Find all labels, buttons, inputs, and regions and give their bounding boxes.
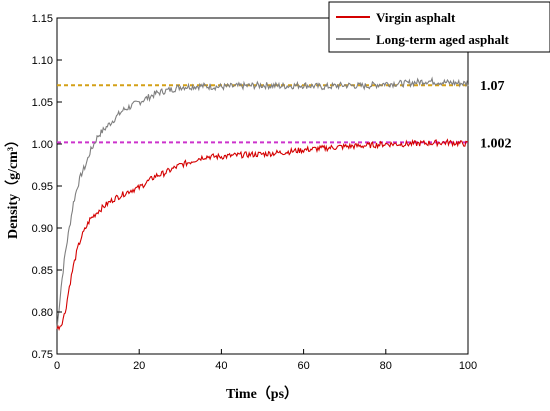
y-tick-label-1.00: 1.00: [32, 139, 53, 151]
legend-box: [328, 1, 550, 53]
x-axis-title: Time（ps）: [226, 386, 298, 402]
y-tick-label-0.95: 0.95: [32, 181, 53, 193]
y-tick-label-1.10: 1.10: [32, 55, 53, 67]
series-line-long-term-aged-asphalt: [56, 76, 469, 329]
x-tick-label-0: 0: [54, 360, 60, 372]
y-tick-label-0.85: 0.85: [32, 265, 53, 277]
y-tick-label-0.80: 0.80: [32, 307, 53, 319]
x-tick-label-80: 80: [380, 360, 392, 372]
x-tick-label-20: 20: [133, 360, 145, 372]
reference-label-1.07: 1.07: [480, 79, 505, 94]
axis-ticks: 0 20 40 60 80 100 0.75 0.80 0.85 0.90 0.95 1.00 1.05…: [32, 13, 478, 372]
y-tick-label-1.05: 1.05: [32, 97, 53, 109]
y-tick-label-0.90: 0.90: [32, 223, 53, 235]
legend: Virgin asphalt Long-term aged asphalt: [328, 1, 550, 53]
reference-lines: 1.07 1.002: [57, 79, 512, 151]
x-tick-label-60: 60: [297, 360, 309, 372]
y-tick-label-1.15: 1.15: [32, 13, 53, 25]
plot-frame: [56, 17, 469, 355]
legend-label-virgin-asphalt: Virgin asphalt: [376, 10, 456, 25]
x-tick-label-40: 40: [215, 360, 227, 372]
x-tick-label-100: 100: [459, 360, 477, 372]
reference-label-1.002: 1.002: [480, 136, 512, 151]
y-axis-title: Density（g/cm³）: [5, 133, 21, 239]
legend-label-long-term-aged-asphalt: Long-term aged asphalt: [376, 32, 510, 47]
y-tick-label-0.75: 0.75: [32, 349, 53, 361]
series-line-virgin-asphalt: [56, 138, 469, 331]
series-lines: [56, 76, 469, 331]
